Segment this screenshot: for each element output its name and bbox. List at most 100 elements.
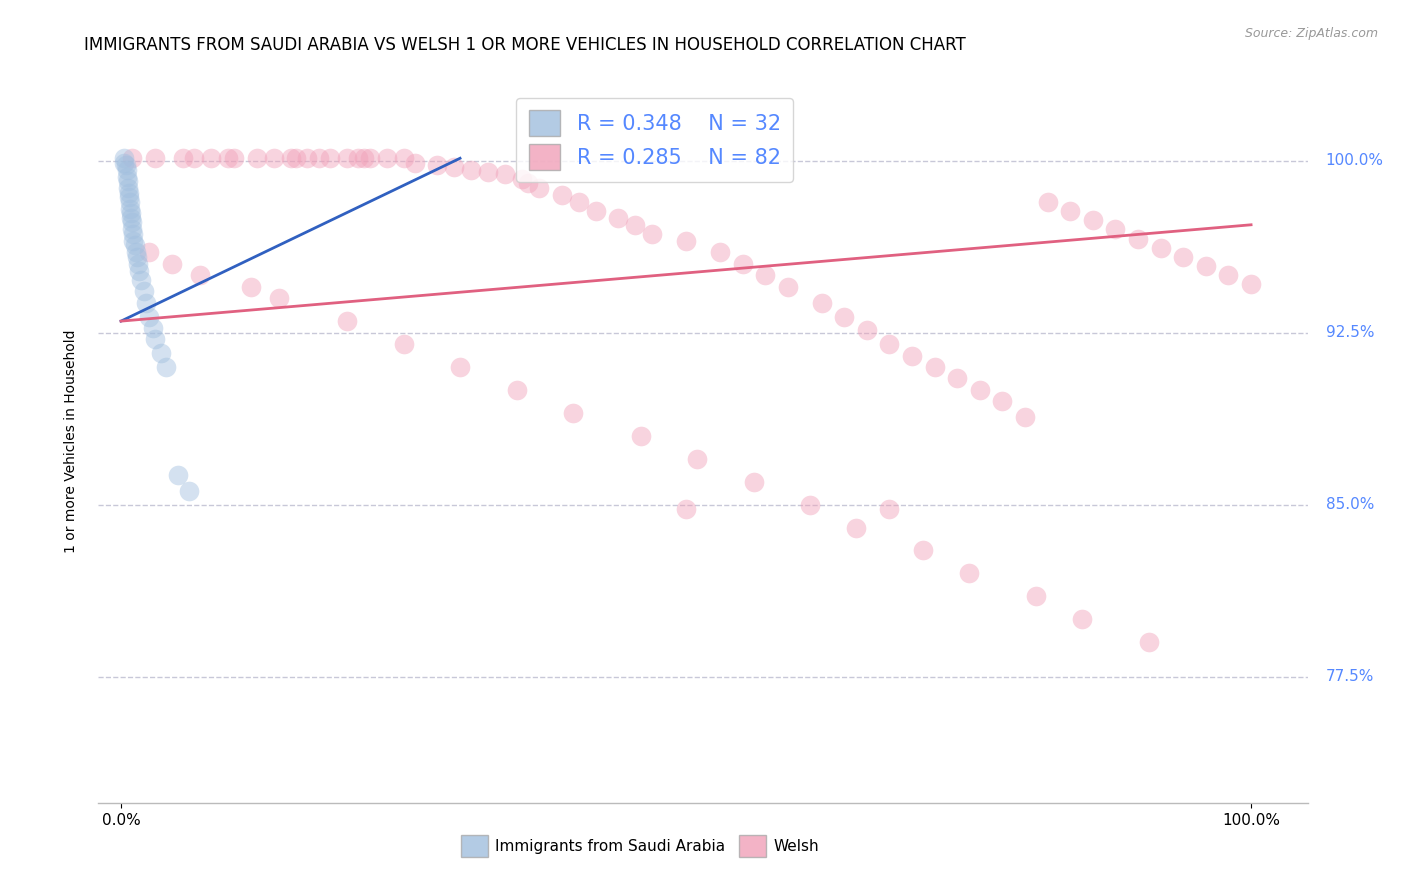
- Point: [675, 234, 697, 248]
- Point: [1014, 410, 1036, 425]
- Point: [1070, 612, 1092, 626]
- Point: [297, 151, 319, 165]
- Point: [742, 475, 765, 489]
- Point: [443, 161, 465, 175]
- Point: [731, 257, 754, 271]
- Point: [120, 211, 142, 225]
- Point: [1059, 204, 1081, 219]
- Point: [477, 165, 499, 179]
- Text: Immigrants from Saudi Arabia: Immigrants from Saudi Arabia: [495, 838, 725, 854]
- Point: [246, 151, 269, 165]
- Point: [686, 451, 709, 466]
- Point: [392, 151, 415, 165]
- Point: [1173, 250, 1195, 264]
- Point: [118, 186, 141, 200]
- Point: [217, 151, 239, 165]
- Point: [946, 371, 969, 385]
- Text: 77.5%: 77.5%: [1326, 669, 1374, 684]
- Point: [1150, 241, 1173, 255]
- Point: [347, 151, 370, 165]
- Point: [132, 285, 155, 299]
- Point: [200, 151, 222, 165]
- Point: [845, 520, 868, 534]
- Point: [118, 190, 141, 204]
- Point: [585, 204, 607, 219]
- Point: [131, 273, 153, 287]
- Y-axis label: 1 or more Vehicles in Household: 1 or more Vehicles in Household: [63, 330, 77, 553]
- Point: [969, 383, 991, 397]
- Point: [426, 158, 449, 172]
- Point: [1126, 231, 1149, 245]
- Point: [607, 211, 630, 225]
- Point: [121, 222, 143, 236]
- Point: [1025, 590, 1047, 604]
- Point: [183, 151, 205, 165]
- Text: 85.0%: 85.0%: [1326, 497, 1374, 512]
- Text: IMMIGRANTS FROM SAUDI ARABIA VS WELSH 1 OR MORE VEHICLES IN HOUSEHOLD CORRELATIO: IMMIGRANTS FROM SAUDI ARABIA VS WELSH 1 …: [84, 36, 966, 54]
- Point: [263, 151, 285, 165]
- Point: [115, 162, 138, 177]
- Point: [269, 291, 291, 305]
- Point: [568, 194, 591, 209]
- Point: [166, 467, 188, 482]
- Point: [879, 337, 901, 351]
- Point: [754, 268, 776, 283]
- Point: [510, 172, 533, 186]
- Point: [112, 151, 135, 165]
- Point: [285, 151, 308, 165]
- Point: [122, 227, 145, 241]
- Point: [1036, 194, 1059, 209]
- Point: [112, 156, 135, 170]
- Point: [624, 218, 647, 232]
- Point: [155, 359, 177, 374]
- Point: [120, 202, 142, 216]
- Point: [924, 359, 946, 374]
- Point: [1195, 259, 1218, 273]
- Point: [879, 502, 901, 516]
- Point: [117, 174, 139, 188]
- Legend: R = 0.348    N = 32, R = 0.285    N = 82: R = 0.348 N = 32, R = 0.285 N = 82: [516, 98, 793, 182]
- Point: [115, 169, 138, 184]
- Point: [709, 245, 731, 260]
- Point: [562, 406, 585, 420]
- Point: [641, 227, 664, 241]
- Point: [392, 337, 415, 351]
- Point: [120, 206, 142, 220]
- Point: [142, 321, 165, 335]
- Point: [222, 151, 245, 165]
- Point: [359, 151, 381, 165]
- Point: [122, 234, 145, 248]
- Point: [375, 151, 398, 165]
- Point: [124, 238, 146, 252]
- FancyBboxPatch shape: [740, 835, 766, 857]
- Point: [114, 158, 136, 172]
- Text: Welsh: Welsh: [773, 838, 818, 854]
- Point: [630, 429, 652, 443]
- Point: [494, 167, 516, 181]
- Point: [127, 257, 149, 271]
- Point: [404, 156, 426, 170]
- Point: [527, 181, 550, 195]
- Point: [810, 295, 832, 310]
- Point: [138, 310, 160, 324]
- Point: [1081, 213, 1104, 227]
- Point: [1240, 277, 1263, 292]
- Point: [336, 151, 359, 165]
- Point: [138, 245, 160, 260]
- Point: [280, 151, 302, 165]
- Point: [505, 383, 527, 397]
- Point: [516, 177, 538, 191]
- Point: [1104, 222, 1126, 236]
- Point: [188, 268, 211, 283]
- Point: [135, 295, 157, 310]
- Point: [991, 394, 1014, 409]
- Point: [460, 162, 482, 177]
- Point: [957, 566, 980, 581]
- Point: [149, 346, 172, 360]
- Point: [1137, 635, 1160, 649]
- Point: [172, 151, 194, 165]
- Point: [177, 483, 200, 498]
- Point: [776, 279, 799, 293]
- Text: 100.0%: 100.0%: [1326, 153, 1384, 168]
- Point: [125, 245, 148, 260]
